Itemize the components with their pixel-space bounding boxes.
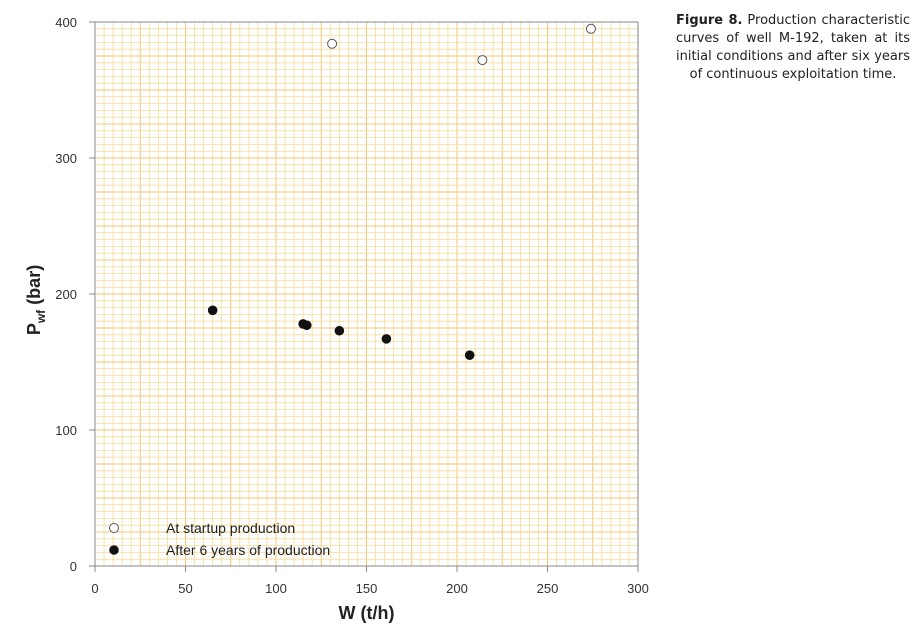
y-axis-title-subscript: wf xyxy=(34,309,48,324)
x-tick-label: 100 xyxy=(265,581,287,596)
legend: At startup production After 6 years of pr… xyxy=(109,520,330,558)
x-tick-label: 50 xyxy=(178,581,192,596)
y-tick-label: 300 xyxy=(55,151,77,166)
y-axis-title: Pwf (bar) xyxy=(24,265,48,335)
y-axis-title-unit: (bar) xyxy=(24,265,44,310)
y-tick-label: 0 xyxy=(70,559,77,574)
data-point-startup xyxy=(477,55,488,66)
figure-label: Figure 8. xyxy=(676,13,743,28)
legend-marker xyxy=(109,523,119,533)
production-chart: 0 50 100 150 200 250 300 0 100 200 300 400 At start… xyxy=(24,15,649,623)
legend-label: After 6 years of production xyxy=(166,542,330,558)
legend-label: At startup production xyxy=(166,520,295,536)
data-point-after-6-years xyxy=(464,350,475,361)
data-point-startup xyxy=(327,38,338,49)
x-tick-label: 0 xyxy=(91,581,98,596)
data-point-startup xyxy=(585,23,596,34)
tick-labels: 0 50 100 150 200 250 300 0 100 200 300 400 xyxy=(55,15,649,596)
data-points xyxy=(207,23,596,361)
figure-caption-text: Production characteristic curves of well… xyxy=(676,13,911,82)
data-point-after-6-years xyxy=(207,305,218,316)
x-tick-label: 250 xyxy=(537,581,559,596)
x-tick-label: 150 xyxy=(356,581,378,596)
chart-container: 0 50 100 150 200 250 300 0 100 200 300 400 At start… xyxy=(24,15,649,623)
grid xyxy=(95,22,638,566)
axes xyxy=(89,21,639,572)
data-point-after-6-years xyxy=(381,334,392,344)
x-tick-label: 300 xyxy=(627,581,649,596)
x-axis-title: W (t/h) xyxy=(339,603,395,623)
figure-caption: Figure 8. Production characteristic curv… xyxy=(676,12,910,84)
y-axis-title-main: P xyxy=(24,323,44,335)
y-tick-label: 100 xyxy=(55,423,77,438)
y-tick-label: 200 xyxy=(55,287,77,302)
data-point-after-6-years xyxy=(301,320,312,331)
legend-marker xyxy=(109,545,119,555)
y-tick-label: 400 xyxy=(55,15,77,30)
data-point-after-6-years xyxy=(334,325,345,336)
x-tick-label: 200 xyxy=(446,581,468,596)
